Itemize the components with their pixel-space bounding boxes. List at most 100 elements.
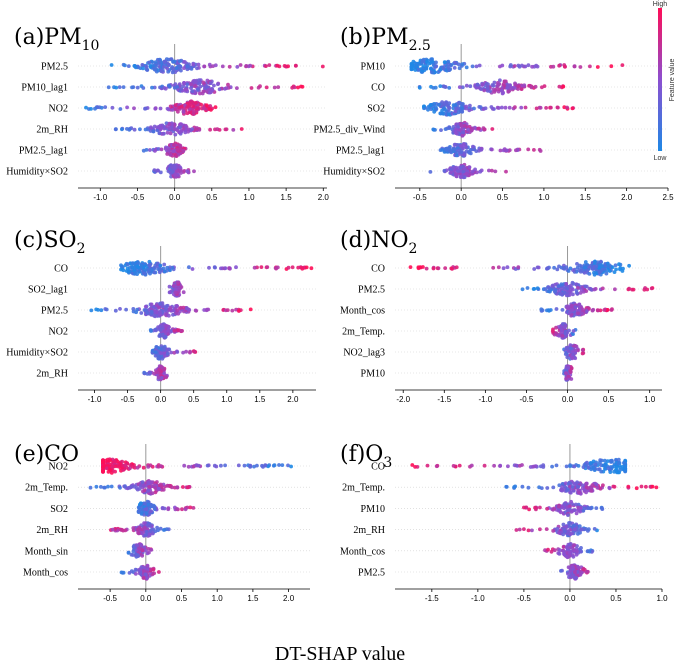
shap-dot	[179, 87, 184, 91]
shap-dot	[557, 63, 562, 68]
shap-dot	[88, 485, 93, 490]
shap-dot	[577, 524, 582, 529]
shap-dot	[453, 103, 458, 108]
shap-dot	[559, 328, 564, 332]
feature-label: PM10_lag1	[21, 83, 68, 94]
shap-dot	[154, 370, 159, 374]
shap-dot	[461, 102, 465, 106]
panel-title-main: (c)SO	[14, 228, 77, 253]
shap-dot	[460, 109, 465, 114]
feature-label: NO2	[49, 104, 68, 115]
shap-dot	[185, 64, 190, 69]
shap-dot	[152, 168, 157, 173]
shap-dot	[523, 105, 528, 110]
shap-dot	[559, 265, 564, 270]
shap-dot	[155, 525, 160, 530]
shap-dot	[215, 127, 220, 132]
shap-dot	[428, 170, 433, 174]
feature-label: CO	[371, 264, 385, 275]
shap-dot	[569, 287, 573, 292]
shap-dot	[594, 506, 599, 510]
shap-dot	[508, 63, 513, 67]
shap-dot	[620, 63, 625, 67]
shap-dot	[141, 576, 146, 580]
shap-dot	[620, 269, 625, 273]
shap-dot	[208, 127, 213, 132]
shap-dot	[140, 553, 145, 558]
colorbar-high-label: High	[653, 1, 668, 8]
panel-title-main: (a)PM	[14, 25, 82, 50]
panel-title-main: (b)PM	[340, 25, 409, 50]
shap-dot	[175, 328, 180, 332]
shap-dot	[125, 105, 129, 110]
shap-dot	[293, 63, 298, 68]
shap-dot	[138, 502, 142, 507]
shap-dot	[175, 147, 180, 152]
shap-dot	[176, 109, 180, 114]
shap-dot	[174, 154, 179, 159]
shap-dot	[577, 490, 581, 495]
shap-dot	[578, 505, 583, 510]
shap-dot	[173, 103, 178, 108]
shap-dot	[506, 85, 510, 90]
shap-dot	[147, 263, 152, 268]
shap-dot	[143, 507, 148, 512]
shap-dot	[118, 307, 122, 311]
shap-dot	[411, 59, 416, 64]
shap-dot	[587, 272, 592, 276]
shap-dot	[429, 66, 433, 71]
shap-dot	[447, 125, 452, 130]
shap-dot	[101, 460, 105, 465]
shap-dot	[522, 505, 526, 510]
shap-dot	[431, 127, 436, 132]
shap-dot	[494, 87, 499, 92]
x-tick-label: -2.0	[396, 395, 410, 404]
shap-dot	[248, 63, 253, 68]
shap-dot	[562, 325, 567, 330]
shap-dot	[474, 64, 479, 69]
feature-label: NO2_lag3	[343, 348, 385, 359]
shap-dot	[609, 308, 614, 312]
shap-dot	[259, 265, 264, 269]
shap-dot	[438, 84, 443, 88]
shap-dot	[123, 528, 128, 533]
shap-dot	[179, 68, 183, 73]
shap-dot	[561, 84, 566, 89]
shap-dot	[225, 308, 230, 312]
shap-dot	[159, 354, 164, 358]
feature-label: 2m_RH	[353, 525, 385, 536]
shap-dot	[567, 542, 572, 547]
shap-dot	[142, 370, 147, 375]
x-tick-label: -0.5	[520, 395, 534, 404]
shap-dot	[159, 365, 164, 370]
shap-dot	[152, 270, 157, 275]
shap-dot	[118, 107, 123, 111]
shap-dot	[514, 148, 518, 153]
panel-title: (b)PM2.5	[340, 25, 431, 54]
shap-dot	[192, 84, 197, 89]
shap-dot	[492, 463, 496, 468]
shap-dot	[172, 350, 177, 355]
shap-dot	[538, 505, 542, 510]
shap-dot	[613, 287, 617, 292]
shap-dot	[570, 485, 575, 489]
shap-dot	[564, 282, 569, 286]
shap-dot	[466, 127, 471, 132]
shap-dot	[592, 287, 597, 292]
shap-dot	[600, 264, 605, 268]
shap-dot	[459, 144, 463, 148]
shap-dot	[183, 130, 188, 135]
panel-title-main: (e)CO	[14, 442, 79, 467]
shap-dot	[179, 329, 184, 333]
shap-dot	[144, 529, 149, 534]
shap-dot	[424, 60, 429, 64]
shap-dot	[574, 481, 579, 486]
shap-dot	[528, 465, 533, 469]
shap-dot	[148, 63, 153, 68]
shap-dot	[560, 322, 565, 326]
shap-dot	[265, 265, 270, 269]
shap-dot	[444, 101, 449, 105]
shap-dot	[438, 111, 443, 116]
shap-dot	[157, 334, 162, 338]
shap-dot	[164, 121, 169, 126]
